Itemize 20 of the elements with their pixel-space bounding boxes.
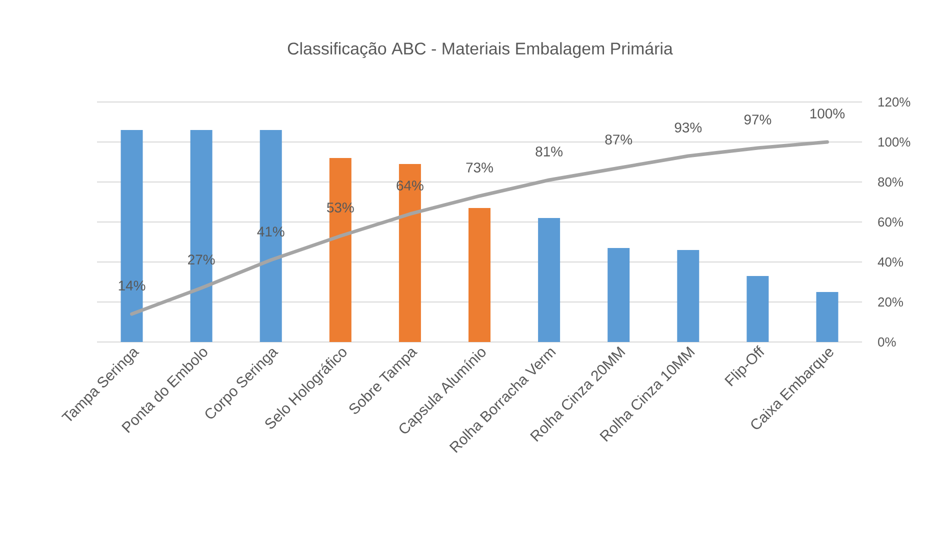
y2-tick-label: 0% (878, 337, 896, 347)
bar (746, 276, 769, 342)
bar (608, 248, 630, 342)
bar (816, 292, 838, 342)
y2-tick-label: 80% (878, 177, 903, 187)
data-label: 100% (810, 108, 845, 118)
y2-tick-label: 40% (878, 257, 903, 267)
bar (677, 250, 700, 342)
y2-tick-label: 20% (878, 297, 903, 307)
data-label: 97% (744, 114, 772, 124)
data-label: 73% (466, 162, 493, 172)
data-label: 87% (605, 134, 632, 144)
data-label: 93% (674, 122, 702, 132)
data-label: 81% (536, 146, 563, 156)
bar (468, 208, 491, 342)
bar (538, 218, 560, 342)
y2-tick-label: 100% (878, 137, 910, 147)
chart-title: Classificação ABC - Materiais Embalagem Primária (288, 42, 673, 58)
y2-tick-label: 60% (878, 217, 903, 227)
y2-tick-label: 120% (878, 97, 910, 107)
